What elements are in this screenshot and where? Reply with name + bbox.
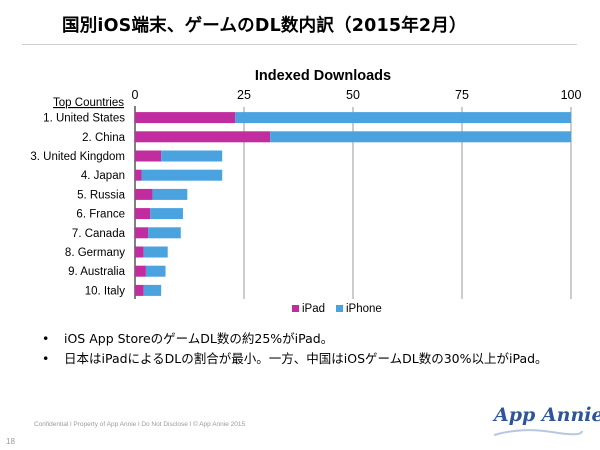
category-header: Top Countries xyxy=(53,97,124,109)
x-tick-label: 50 xyxy=(346,88,360,102)
bar-ipad xyxy=(135,227,149,239)
slide-title: 国別iOS端末、ゲームのDL数内訳（2015年2月） xyxy=(62,16,467,36)
bar-iphone xyxy=(143,284,162,296)
bar-ipad xyxy=(135,188,153,200)
bar-ipad xyxy=(135,246,144,258)
title-divider xyxy=(22,44,577,45)
category-label: 10. Italy xyxy=(85,285,126,297)
bullet-item: iOS App StoreのゲームDL数の約25%がiPad。 xyxy=(40,330,580,347)
category-label: 6. France xyxy=(76,209,125,221)
logo-swoosh-icon xyxy=(493,429,583,436)
category-label: 4. Japan xyxy=(81,170,125,182)
category-label: 8. Germany xyxy=(65,247,125,259)
bar-ipad xyxy=(135,112,236,124)
category-label: 2. China xyxy=(82,132,125,144)
category-label: 9. Australia xyxy=(68,266,125,278)
bar-ipad xyxy=(135,208,151,220)
confidential-footer: Confidential l Property of App Annie l D… xyxy=(34,421,246,428)
x-tick-label: 75 xyxy=(455,88,469,102)
page-number: 18 xyxy=(6,437,15,446)
bar-ipad xyxy=(135,150,162,162)
bar-iphone xyxy=(143,246,168,258)
bar-ipad xyxy=(135,284,144,296)
bar-iphone xyxy=(270,131,571,143)
bar-iphone xyxy=(150,208,183,220)
category-label: 7. Canada xyxy=(72,228,126,240)
bar-iphone xyxy=(152,188,188,200)
legend-label-ipad: iPad xyxy=(302,303,325,315)
x-tick-label: 0 xyxy=(132,88,139,102)
category-label: 1. United States xyxy=(43,113,125,125)
chart-title: Indexed Downloads xyxy=(255,68,391,84)
bar-iphone xyxy=(148,227,181,239)
bar-iphone xyxy=(145,265,166,277)
x-tick-label: 100 xyxy=(561,88,582,102)
app-annie-logo: App Annie xyxy=(494,404,600,426)
x-tick-label: 25 xyxy=(237,88,251,102)
category-label: 5. Russia xyxy=(77,189,126,201)
legend-swatch-ipad xyxy=(292,305,299,312)
legend-swatch-iphone xyxy=(336,305,343,312)
bar-iphone xyxy=(161,150,223,162)
bullet-list: iOS App StoreのゲームDL数の約25%がiPad。 日本はiPadに… xyxy=(40,330,580,370)
legend-label-iphone: iPhone xyxy=(346,303,382,315)
bullet-item: 日本はiPadによるDLの割合が最小。一方、中国はiOSゲームDL数の30%以上… xyxy=(40,350,580,367)
bar-ipad xyxy=(135,169,142,181)
bar-ipad xyxy=(135,265,146,277)
bar-ipad xyxy=(135,131,271,143)
stacked-bar-chart: 0 25 50 75 100 Indexed Downloads Top Countries… xyxy=(30,68,582,315)
category-label: 3. United Kingdom xyxy=(30,151,125,163)
bar-iphone xyxy=(235,112,571,124)
bar-iphone xyxy=(141,169,223,181)
